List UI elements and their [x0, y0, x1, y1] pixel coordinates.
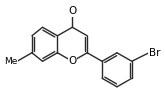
Text: Br: Br [149, 48, 160, 58]
Text: Br: Br [149, 48, 160, 58]
Text: O: O [68, 56, 76, 66]
Text: O: O [68, 6, 76, 16]
Text: Me: Me [4, 57, 17, 66]
Text: O: O [68, 56, 76, 66]
Text: Me: Me [4, 57, 17, 66]
Text: O: O [68, 6, 76, 16]
